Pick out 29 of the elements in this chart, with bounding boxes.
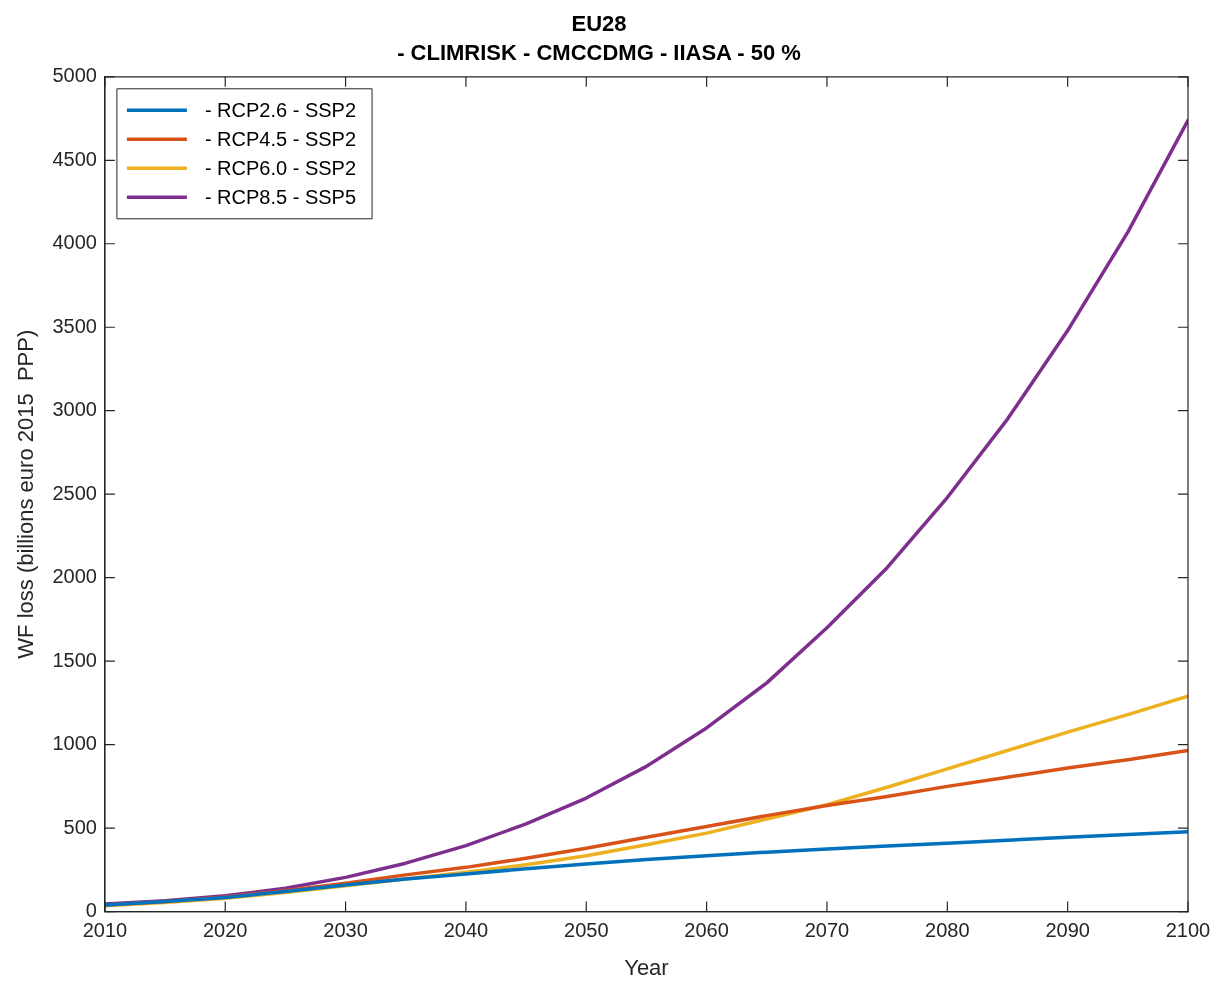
y-axis-title: WF loss (billions euro 2015 PPP): [13, 329, 39, 659]
x-axis-title: Year: [624, 954, 669, 980]
y-tick-label: 1000: [52, 732, 97, 755]
legend-label: - RCP6.0 - SSP2: [204, 156, 357, 179]
legend-label: - RCP8.5 - SSP5: [204, 185, 357, 208]
y-tick-label: 3000: [52, 398, 97, 421]
y-tick-label: 0: [85, 899, 97, 922]
y-tick-label: 2000: [52, 565, 97, 588]
y-tick-label: 5000: [52, 64, 97, 87]
chart-title: EU28: [571, 11, 627, 37]
y-tick-label: 1500: [52, 648, 97, 671]
y-tick-label: 500: [63, 815, 97, 838]
x-tick-label: 2100: [1165, 919, 1211, 942]
x-tick-label: 2040: [443, 919, 489, 942]
y-tick-label: 4000: [52, 231, 97, 254]
y-tick-label: 3500: [52, 314, 97, 337]
x-tick-label: 2080: [925, 919, 970, 942]
y-tick-label: 4500: [52, 147, 97, 170]
x-tick-label: 2090: [1045, 919, 1090, 942]
chart-subtitle: - CLIMRISK - CMCCDMG - IIASA - 50 %: [397, 39, 801, 65]
y-tick-label: 2500: [52, 481, 97, 504]
x-tick-label: 2050: [564, 919, 609, 942]
x-tick-label: 2060: [684, 919, 729, 942]
legend-label: - RCP4.5 - SSP2: [204, 127, 357, 150]
x-tick-label: 2010: [82, 919, 128, 942]
x-tick-label: 2070: [804, 919, 850, 942]
x-tick-label: 2030: [323, 919, 368, 942]
x-tick-label: 2020: [202, 919, 248, 942]
legend-label: - RCP2.6 - SSP2: [204, 98, 357, 121]
